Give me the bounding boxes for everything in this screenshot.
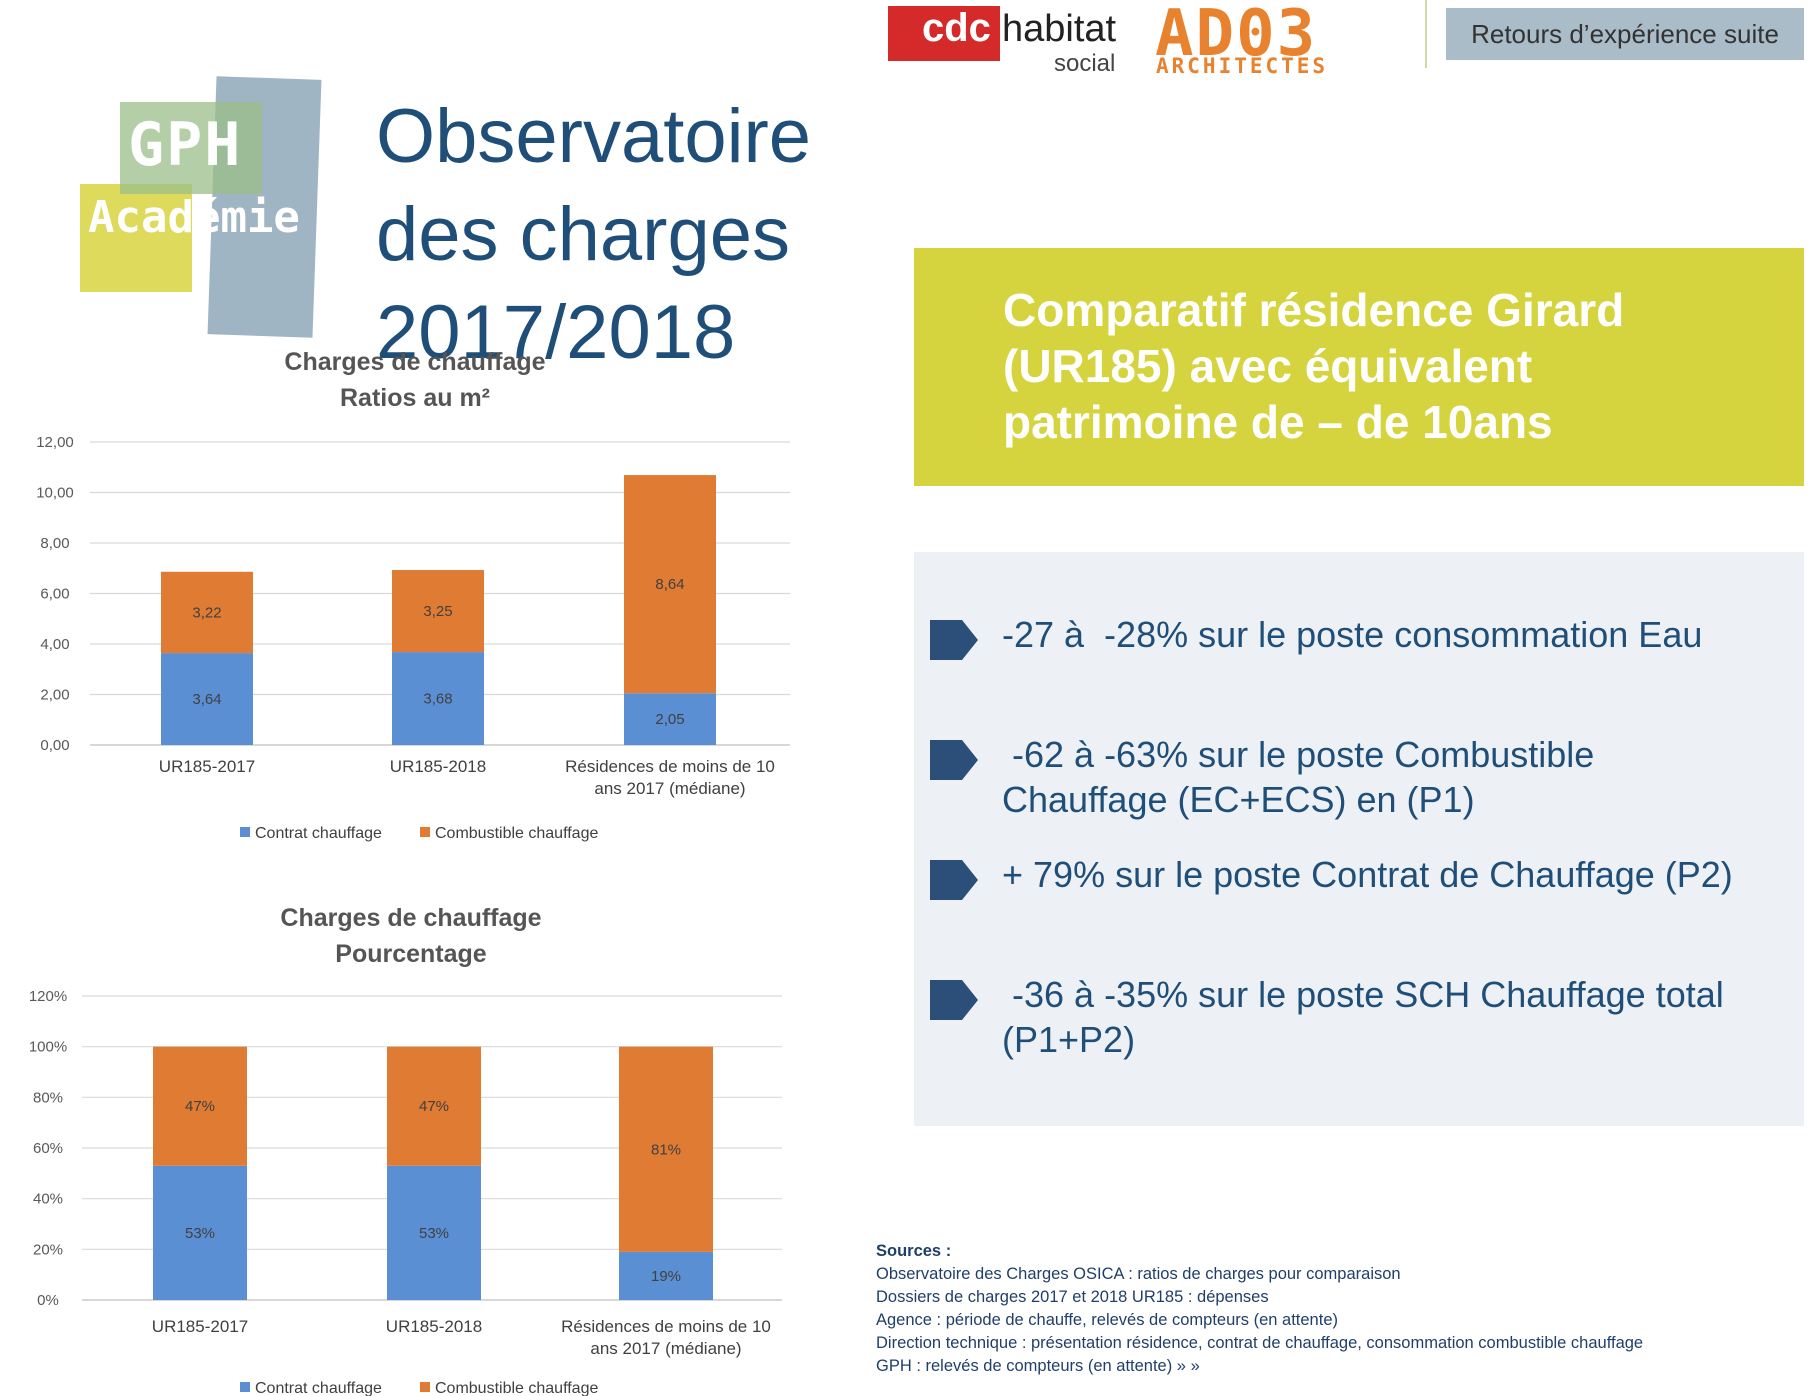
y-tick-label: 100% [29, 1039, 67, 1056]
y-tick-label: 12,00 [36, 434, 74, 451]
logo-academie-text: Académie [88, 192, 300, 243]
chart1-title: Charges de chauffage [284, 348, 546, 376]
y-tick-label: 10,00 [36, 485, 74, 502]
bar-segment [392, 652, 484, 745]
source-line: Dossiers de charges 2017 et 2018 UR185 :… [876, 1288, 1269, 1306]
category-label: UR185-2017 [152, 1317, 248, 1336]
category-label: UR185-2018 [390, 757, 486, 776]
sources-heading: Sources : [876, 1242, 952, 1260]
architect-logo-sub: ARCHITECTES [1156, 54, 1329, 78]
cdc-habitat-text: habitat [1002, 8, 1117, 50]
legend-swatch [420, 1382, 430, 1392]
y-tick-label: 0,00 [40, 737, 69, 754]
bar-segment [619, 1046, 713, 1252]
legend-label: Combustible chauffage [435, 1380, 598, 1396]
page-title: Observatoire des charges 2017/2018 [376, 94, 812, 375]
bar-segment [619, 1251, 713, 1300]
source-line: Agence : période de chauffe, relevés de … [876, 1311, 1338, 1329]
bar-segment [387, 1046, 481, 1166]
y-tick-label: 20% [33, 1241, 63, 1258]
bullet-text: -62 à -63% sur le poste Combustible Chau… [1002, 734, 1605, 820]
y-tick-label: 8,00 [40, 535, 69, 552]
y-tick-label: 80% [33, 1089, 63, 1106]
data-label: 81% [651, 1141, 681, 1158]
chart2-title-block: Charges de chauffage Pourcentage [196, 900, 626, 972]
data-label: 47% [185, 1098, 215, 1115]
header-divider [1425, 0, 1427, 68]
data-label: 2,05 [655, 711, 684, 728]
data-label: 53% [185, 1225, 215, 1242]
legend-label: Contrat chauffage [255, 1380, 382, 1396]
category-label: Résidences de moins de 10 ans 2017 (média… [565, 757, 775, 798]
legend-swatch [240, 1382, 250, 1392]
y-tick-label: 4,00 [40, 636, 69, 653]
data-label: 8,64 [655, 576, 684, 593]
y-tick-label: 40% [33, 1191, 63, 1208]
y-tick-label: 120% [29, 988, 67, 1005]
y-tick-label: 6,00 [40, 586, 69, 603]
cdc-social-text: social [1054, 50, 1116, 77]
logo-gph-text: GPH [128, 110, 243, 180]
legend-swatch [240, 827, 250, 837]
bar-segment [392, 570, 484, 653]
bullet-text: -27 à -28% sur le poste consommation Eau [1002, 614, 1703, 655]
chart2-svg: 0% 20% 40% 60% 80% 100% 120% 53% 47% UR185-2017 53… [29, 988, 782, 1396]
chart2-subtitle: Pourcentage [335, 940, 487, 968]
chart1-svg: 0,00 2,00 4,00 6,00 8,00 10,00 12,00 3,64 3,22 UR… [36, 434, 790, 842]
highlight-box [914, 248, 1804, 486]
y-tick-label: 2,00 [40, 687, 69, 704]
data-label: 3,64 [192, 691, 221, 708]
arrow-bullet-icon [930, 740, 978, 780]
data-label: 47% [419, 1098, 449, 1115]
bar-segment [161, 653, 253, 745]
logo-yellow-block [80, 184, 192, 292]
data-label: 3,68 [423, 691, 452, 708]
source-line: Observatoire des Charges OSICA : ratios … [876, 1265, 1401, 1283]
legend-label: Contrat chauffage [255, 825, 382, 842]
legend-label: Combustible chauffage [435, 825, 598, 842]
category-label: Résidences de moins de 10 ans 2017 (média… [561, 1317, 771, 1358]
chart2-title: Charges de chauffage [280, 904, 542, 932]
chart1-title-block: Charges de chauffage Ratios au m² [200, 344, 630, 416]
y-tick-label: 0% [37, 1292, 59, 1309]
bar-segment [153, 1165, 247, 1300]
arrow-bullet-icon [930, 860, 978, 900]
bullet-panel [914, 552, 1804, 1126]
bullet-text: -36 à -35% sur le poste SCH Chauffage to… [1002, 974, 1734, 1060]
bar-segment [624, 693, 716, 745]
sources-block: Sources : Observatoire des Charges OSICA… [876, 1240, 1816, 1378]
architect-logo: AD03 [1155, 0, 1318, 71]
data-label: 19% [651, 1268, 681, 1285]
bar-segment [387, 1165, 481, 1300]
logo-green-block [120, 102, 262, 194]
bar-segment [161, 571, 253, 654]
bar-segment [624, 475, 716, 694]
category-label: UR185-2018 [386, 1317, 482, 1336]
highlight-text: Comparatif résidence Girard (UR185) avec… [1003, 284, 1625, 448]
chart1-subtitle: Ratios au m² [339, 384, 491, 412]
legend-swatch [420, 827, 430, 837]
bar-segment [153, 1046, 247, 1166]
category-label: UR185-2017 [159, 757, 255, 776]
section-badge: Retours d’expérience suite [1446, 8, 1804, 60]
cdc-logo-block [888, 6, 1000, 61]
data-label: 3,22 [192, 604, 221, 621]
arrow-bullet-icon [930, 980, 978, 1020]
source-line: Direction technique : présentation résid… [876, 1334, 1644, 1352]
data-label: 3,25 [423, 603, 452, 620]
bullet-text: + 79% sur le poste Contrat de Chauffage … [1002, 854, 1733, 895]
y-tick-label: 60% [33, 1140, 63, 1157]
cdc-logo-text: cdc [922, 6, 991, 50]
data-label: 53% [419, 1225, 449, 1242]
source-line: GPH : relevés de compteurs (en attente) … [876, 1357, 1200, 1375]
arrow-bullet-icon [930, 620, 978, 660]
